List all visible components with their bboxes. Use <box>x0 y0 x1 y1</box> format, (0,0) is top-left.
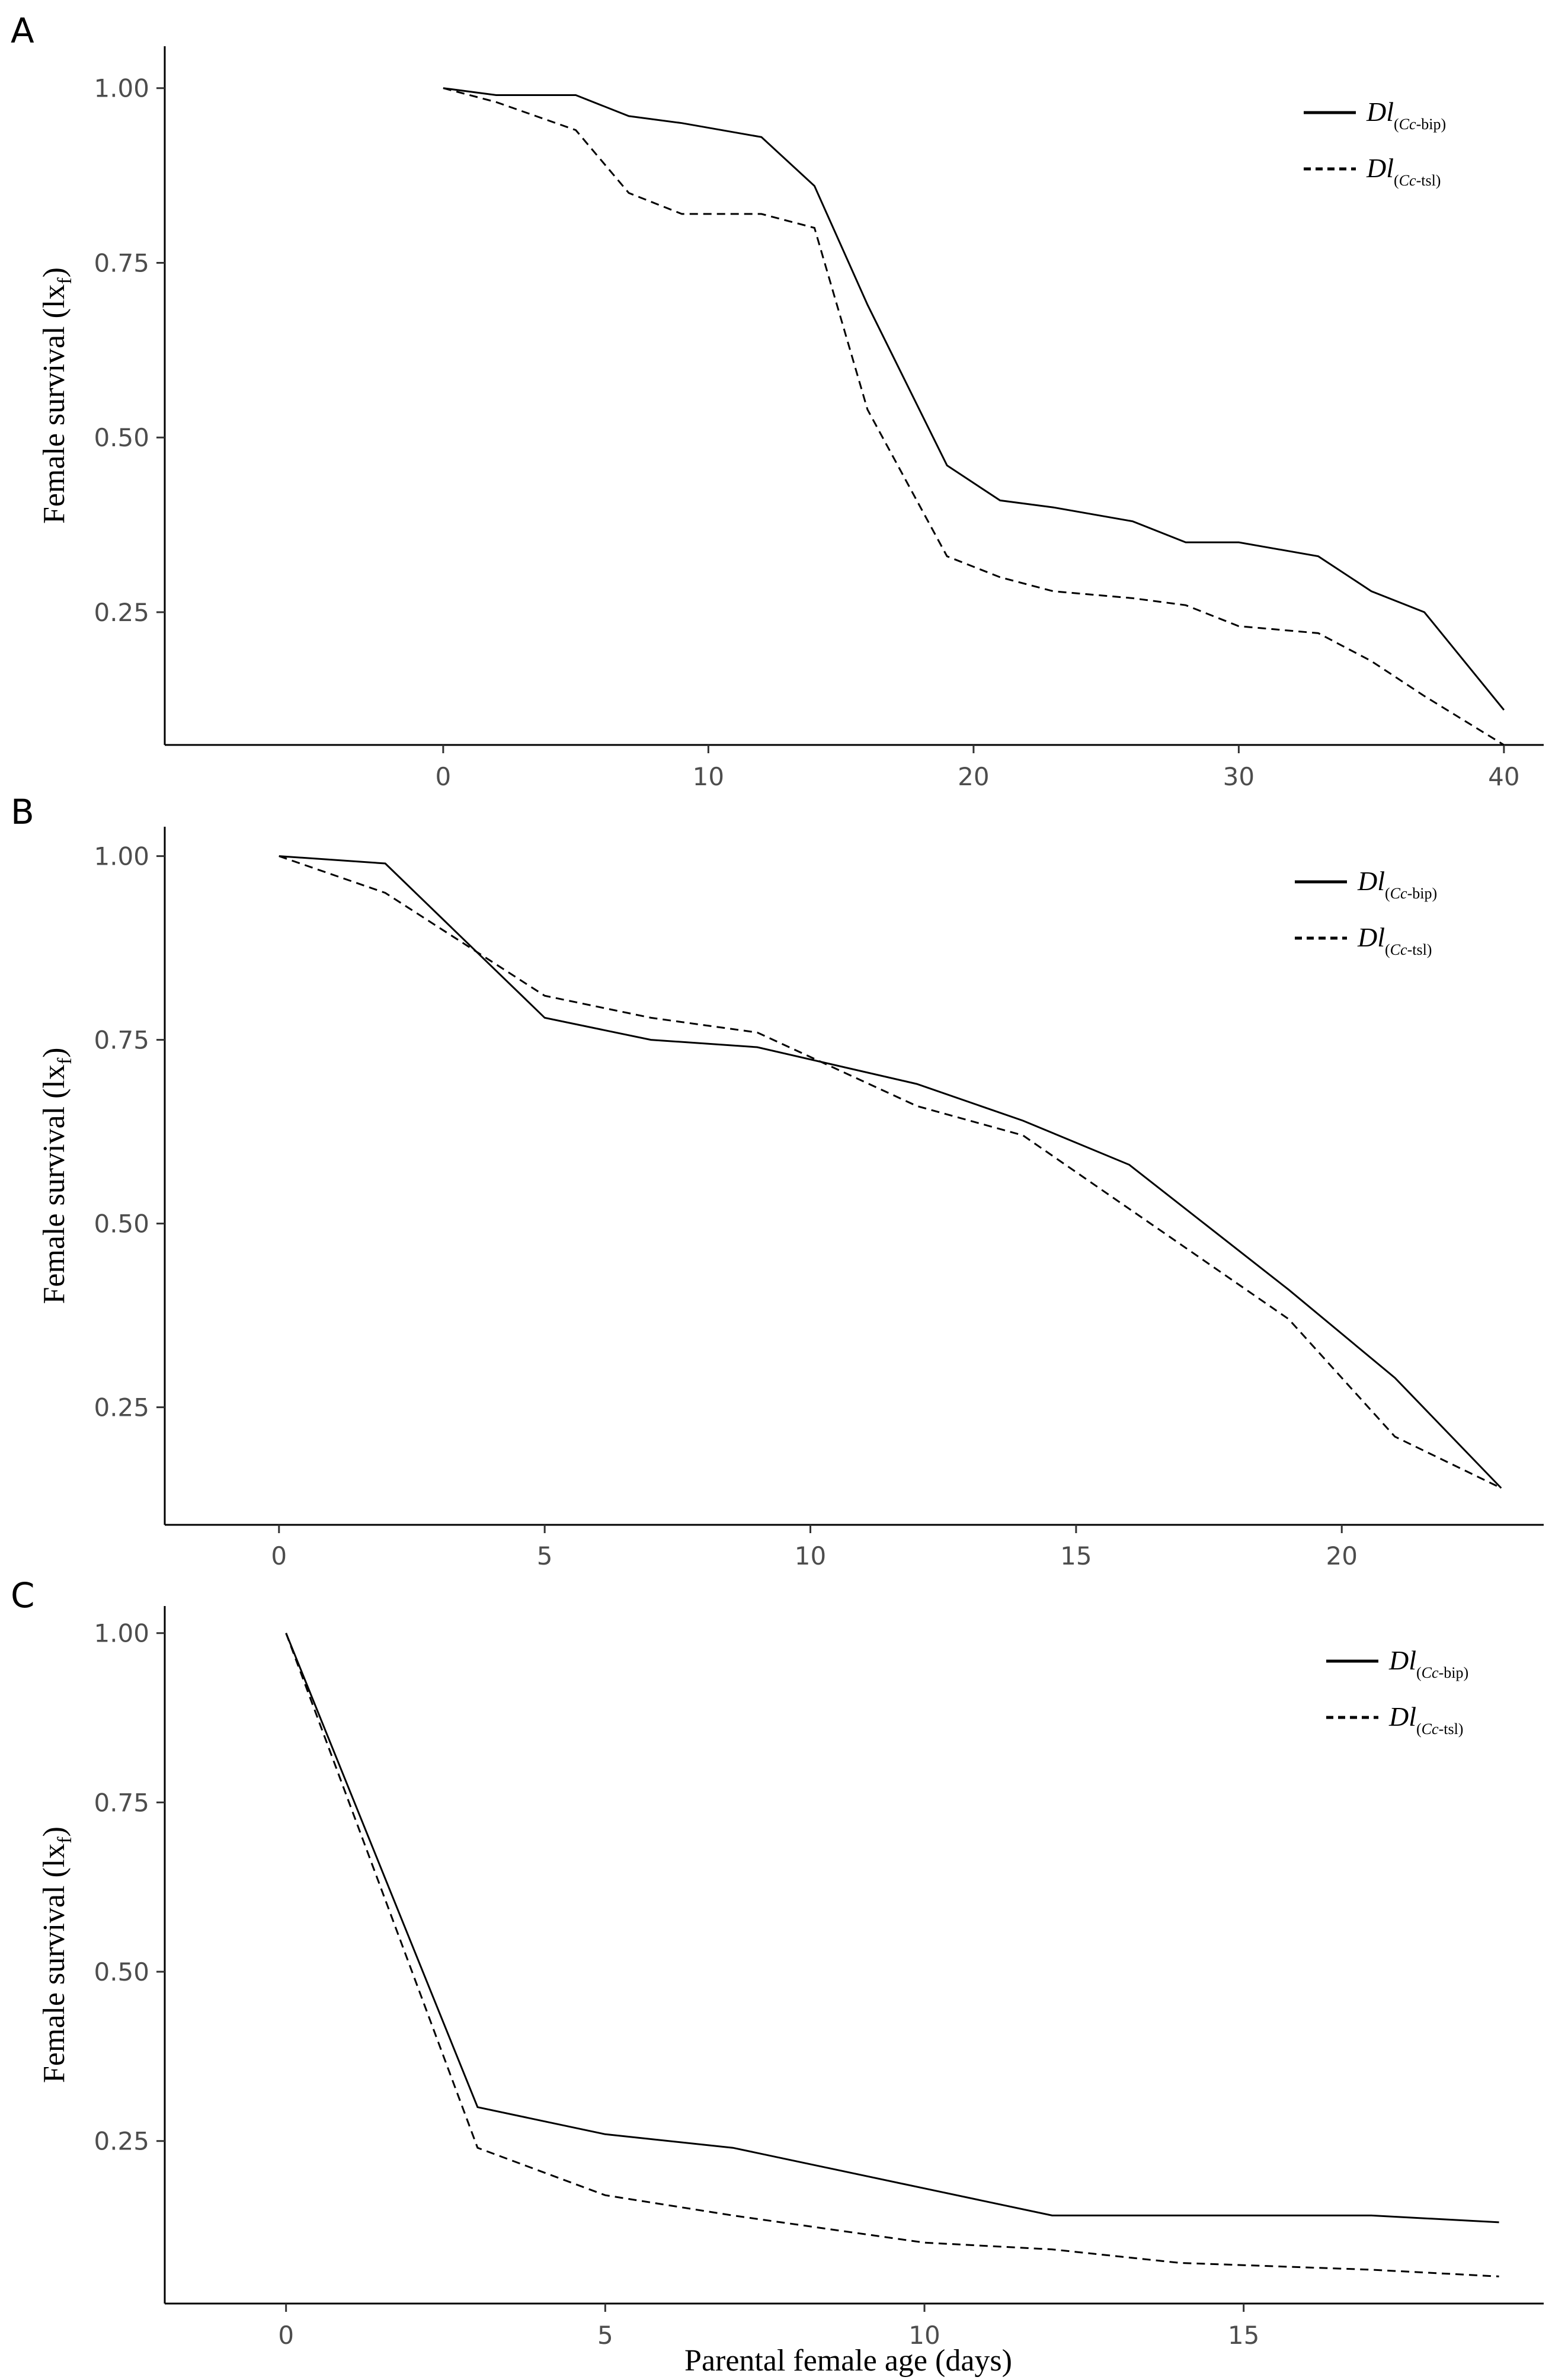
y-axis-title-main: Female survival (lx <box>37 1064 71 1304</box>
y-tick-label: 0.25 <box>94 598 149 627</box>
legend-sub-species: Cc <box>1390 941 1407 958</box>
x-tick-label: 0 <box>271 1541 287 1570</box>
series-line-tsl <box>285 1633 1499 2277</box>
legend-main: Dl <box>1388 1701 1416 1732</box>
legend-label-tsl: Dl(Cc-tsl) <box>1357 922 1432 958</box>
y-axis-title-sub: f <box>54 1057 76 1064</box>
x-tick-label: 40 <box>1488 762 1519 791</box>
legend: Dl(Cc-bip)Dl(Cc-tsl) <box>1295 866 1437 958</box>
chart-panel-a: A 0.25 0.50 0.75 1.00 0 10 20 30 40 Female surviva… <box>11 11 1544 791</box>
series-line-bip <box>285 1633 1499 2224</box>
chart-panel-c: C 0.25 0.50 0.75 1.00 0 5 10 15 Female survival (… <box>11 1575 1544 2378</box>
x-tick-label: 5 <box>537 1541 553 1570</box>
y-tick-label: 1.00 <box>94 842 149 871</box>
panel-letter: A <box>11 11 34 51</box>
legend-sub-rest: -tsl) <box>1439 1720 1464 1738</box>
series-line-tsl <box>443 87 1505 746</box>
legend-sub-rest: -bip) <box>1407 885 1438 902</box>
legend-sub-species: Cc <box>1390 885 1407 902</box>
legend-main: Dl <box>1366 97 1394 127</box>
legend-label-bip: Dl(Cc-bip) <box>1366 97 1446 133</box>
y-axis-title: Female survival (lxf) <box>37 267 76 524</box>
y-axis-title-main: Female survival (lx <box>37 1844 71 2083</box>
legend-main: Dl <box>1357 922 1385 952</box>
x-tick-label: 5 <box>597 2321 613 2350</box>
legend-sub-open: ( <box>1385 885 1390 902</box>
legend-sub-species: Cc <box>1399 116 1416 133</box>
y-axis-title-sub: f <box>54 277 76 284</box>
panel-letter: C <box>11 1575 35 1616</box>
x-tick-label: 0 <box>278 2321 294 2350</box>
y-tick-label: 1.00 <box>94 74 149 103</box>
legend-label-bip: Dl(Cc-bip) <box>1357 866 1437 902</box>
x-tick-label: 15 <box>1060 1541 1092 1570</box>
y-tick-label: 0.75 <box>94 1026 149 1055</box>
legend-sub-rest: -bip) <box>1416 116 1447 133</box>
legend-sub-open: ( <box>1416 1664 1422 1681</box>
x-tick-label: 20 <box>1326 1541 1358 1570</box>
y-axis-title-end: ) <box>37 1826 71 1837</box>
x-tick-label: 30 <box>1223 762 1255 791</box>
legend-sub-open: ( <box>1416 1720 1422 1738</box>
series-line-bip <box>279 855 1502 1489</box>
legend-sub-rest: -tsl) <box>1416 172 1441 189</box>
x-tick-label: 10 <box>908 2321 940 2350</box>
legend: Dl(Cc-bip)Dl(Cc-tsl) <box>1326 1645 1468 1738</box>
x-tick-label: 20 <box>958 762 989 791</box>
panel-letter: B <box>11 792 34 832</box>
legend-main: Dl <box>1366 153 1394 183</box>
legend-label-tsl: Dl(Cc-tsl) <box>1366 153 1441 189</box>
y-tick-label: 0.50 <box>94 1957 149 1986</box>
x-axis-title: Parental female age (days) <box>684 2344 1012 2378</box>
y-axis-title-sub: f <box>54 1837 76 1844</box>
chart-panel-b: B 0.25 0.50 0.75 1.00 0 5 10 15 20 Female survival… <box>11 792 1544 1570</box>
legend: Dl(Cc-bip)Dl(Cc-tsl) <box>1304 97 1446 189</box>
legend-label-tsl: Dl(Cc-tsl) <box>1388 1701 1463 1738</box>
y-axis-title: Female survival (lxf) <box>37 1826 76 2083</box>
x-tick-label: 10 <box>795 1541 826 1570</box>
y-tick-label: 1.00 <box>94 1619 149 1648</box>
y-tick-label: 0.75 <box>94 248 149 277</box>
legend-sub-species: Cc <box>1422 1720 1439 1738</box>
x-tick-label: 15 <box>1228 2321 1259 2350</box>
legend-sub-species: Cc <box>1422 1664 1439 1681</box>
legend-label-bip: Dl(Cc-bip) <box>1388 1645 1468 1681</box>
y-tick-label: 0.25 <box>94 1393 149 1422</box>
x-tick-label: 0 <box>436 762 452 791</box>
series-line-bip <box>443 87 1505 711</box>
y-axis-title-end: ) <box>37 267 71 277</box>
y-axis-title-main: Female survival (lx <box>37 284 71 524</box>
y-tick-label: 0.25 <box>94 2127 149 2156</box>
legend-sub-open: ( <box>1394 172 1399 189</box>
y-tick-label: 0.75 <box>94 1788 149 1817</box>
y-axis-title-end: ) <box>37 1047 71 1057</box>
legend-sub-open: ( <box>1394 116 1399 133</box>
legend-main: Dl <box>1388 1645 1416 1675</box>
legend-sub-species: Cc <box>1399 172 1416 189</box>
x-tick-label: 10 <box>693 762 724 791</box>
y-tick-label: 0.50 <box>94 423 149 452</box>
legend-sub-rest: -bip) <box>1439 1664 1469 1681</box>
legend-sub-open: ( <box>1385 941 1390 958</box>
y-tick-label: 0.50 <box>94 1210 149 1239</box>
y-axis-title: Female survival (lxf) <box>37 1047 76 1304</box>
legend-sub-rest: -tsl) <box>1407 941 1432 958</box>
series-line-tsl <box>279 855 1502 1489</box>
legend-main: Dl <box>1357 866 1385 896</box>
